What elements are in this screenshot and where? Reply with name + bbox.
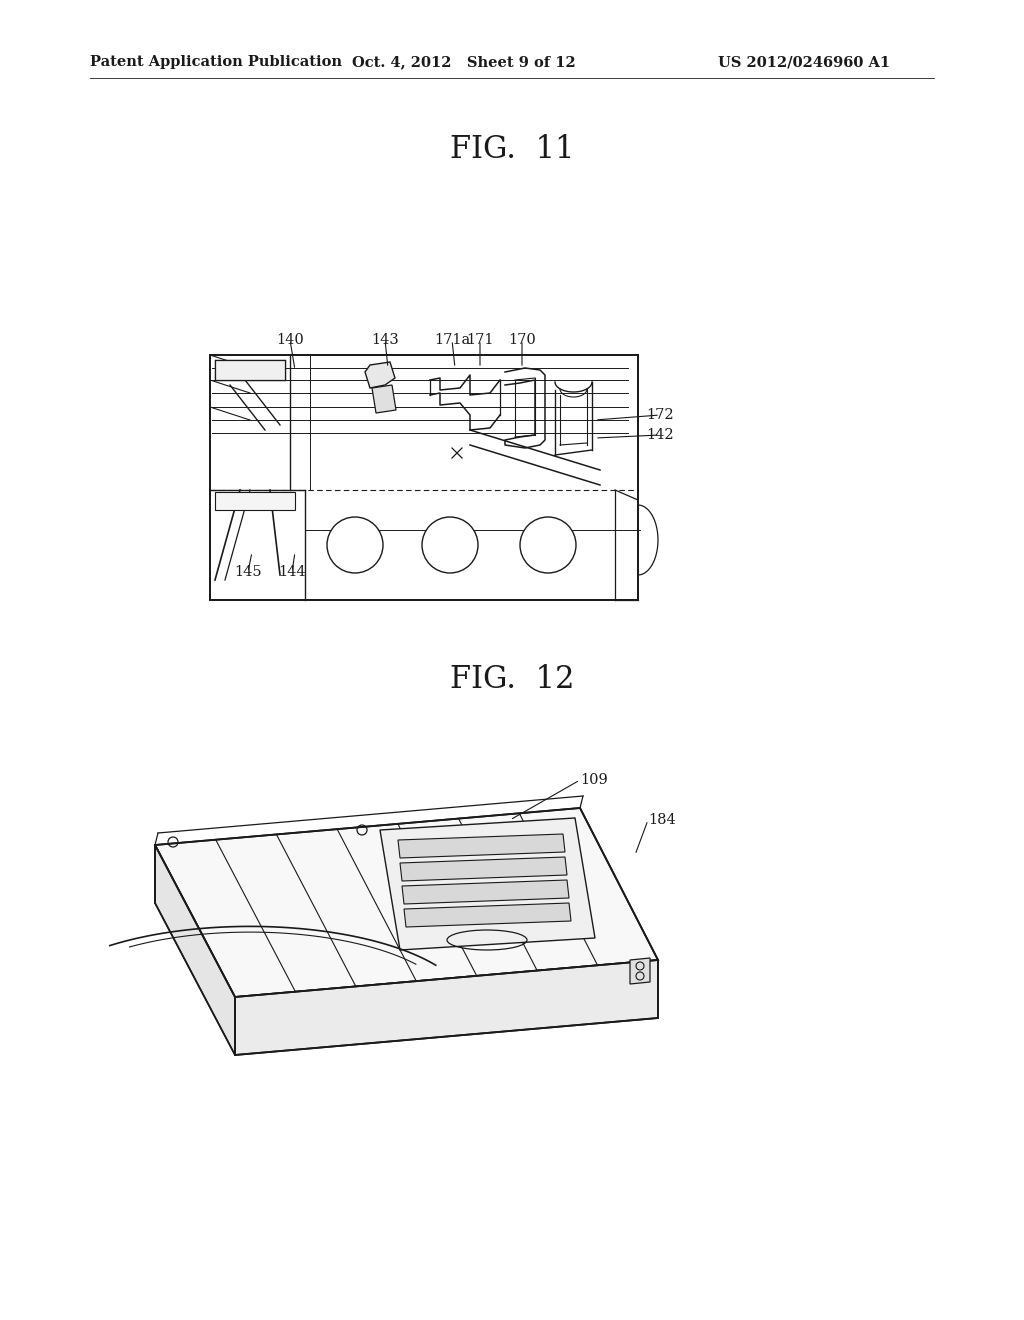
Text: 145: 145 <box>234 565 262 579</box>
Text: FIG.  11: FIG. 11 <box>450 135 574 165</box>
Polygon shape <box>630 958 650 983</box>
Polygon shape <box>210 355 638 601</box>
Polygon shape <box>155 808 658 997</box>
Text: 171a: 171a <box>434 333 470 347</box>
Text: 171: 171 <box>466 333 494 347</box>
Text: Patent Application Publication: Patent Application Publication <box>90 55 342 69</box>
Polygon shape <box>155 845 234 1055</box>
Text: US 2012/0246960 A1: US 2012/0246960 A1 <box>718 55 890 69</box>
Circle shape <box>520 517 575 573</box>
Text: 109: 109 <box>580 774 608 787</box>
Polygon shape <box>234 960 658 1055</box>
Polygon shape <box>365 362 395 388</box>
Polygon shape <box>398 834 565 858</box>
Text: 144: 144 <box>279 565 306 579</box>
Polygon shape <box>372 385 396 413</box>
Text: 143: 143 <box>371 333 399 347</box>
Polygon shape <box>215 492 295 510</box>
Circle shape <box>422 517 478 573</box>
Polygon shape <box>215 360 285 380</box>
Text: Oct. 4, 2012   Sheet 9 of 12: Oct. 4, 2012 Sheet 9 of 12 <box>352 55 575 69</box>
Polygon shape <box>400 857 567 880</box>
Text: 140: 140 <box>276 333 304 347</box>
Text: 172: 172 <box>646 408 674 422</box>
Text: FIG.  12: FIG. 12 <box>450 664 574 696</box>
Text: 142: 142 <box>646 428 674 442</box>
Text: 170: 170 <box>508 333 536 347</box>
Polygon shape <box>402 880 569 904</box>
Polygon shape <box>404 903 571 927</box>
Circle shape <box>327 517 383 573</box>
Polygon shape <box>380 818 595 950</box>
Text: 184: 184 <box>648 813 676 828</box>
